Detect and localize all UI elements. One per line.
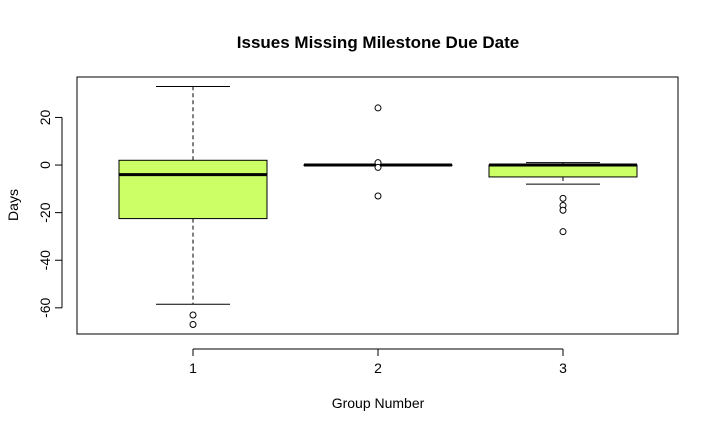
box-1 <box>118 159 268 220</box>
y-tick-label-0: 0 <box>37 161 53 169</box>
outlier-2-2 <box>374 163 382 171</box>
box-group-3 <box>488 162 638 236</box>
x-tick-label-3: 3 <box>559 360 567 376</box>
plot-frame <box>76 76 679 335</box>
x-tick-label-1: 1 <box>189 360 197 376</box>
outlier-2-3 <box>374 192 382 200</box>
outlier-1-1 <box>189 320 197 328</box>
x-axis: 1 2 3 <box>189 348 567 376</box>
outlier-3-3 <box>559 228 567 236</box>
outlier-1-0 <box>189 311 197 319</box>
chart-title: Issues Missing Milestone Due Date <box>237 33 519 52</box>
outlier-2-0 <box>374 104 382 112</box>
y-axis-label: Days <box>5 189 21 221</box>
box-group-2 <box>303 104 453 200</box>
y-tick-label-20: 20 <box>37 109 53 125</box>
x-tick-label-2: 2 <box>374 360 382 376</box>
box-group-1 <box>118 86 268 328</box>
y-tick-label--20: -20 <box>37 202 53 222</box>
outlier-3-0 <box>559 194 567 202</box>
y-axis: -60 -40 -20 0 20 <box>37 109 63 318</box>
boxes-layer <box>118 86 638 328</box>
box-3 <box>488 164 638 178</box>
outlier-3-2 <box>559 206 567 214</box>
x-axis-label: Group Number <box>332 395 425 411</box>
y-tick-label--60: -60 <box>37 297 53 317</box>
y-tick-label--40: -40 <box>37 250 53 270</box>
